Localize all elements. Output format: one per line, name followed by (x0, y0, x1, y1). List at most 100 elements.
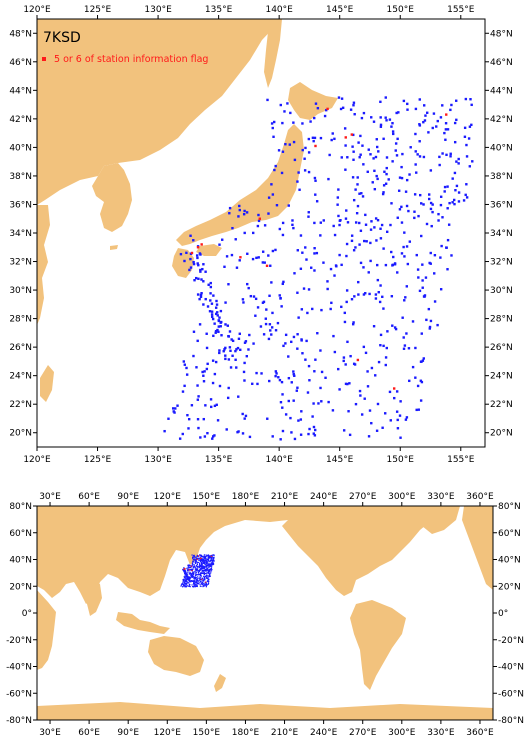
station-marker (364, 351, 368, 355)
station-marker (207, 572, 210, 574)
regional-stations (163, 96, 474, 441)
station-marker (418, 155, 422, 158)
station-marker (210, 310, 214, 313)
station-marker (189, 586, 191, 588)
station-marker (185, 580, 188, 582)
station-marker (359, 153, 362, 156)
station-marker (214, 360, 218, 364)
station-marker (384, 363, 387, 367)
station-marker (200, 561, 202, 563)
station-marker (352, 150, 355, 153)
station-marker (448, 201, 451, 205)
station-marker (203, 563, 206, 565)
station-marker (352, 101, 356, 104)
station-marker (181, 390, 185, 393)
station-marker (199, 436, 202, 439)
station-marker (201, 582, 204, 584)
station-marker (422, 120, 425, 124)
station-marker (428, 325, 432, 329)
station-marker (366, 170, 369, 173)
station-marker (316, 332, 319, 335)
station-marker (238, 208, 241, 212)
station-marker (197, 558, 199, 560)
station-marker (194, 562, 197, 565)
station-marker (212, 554, 215, 556)
station-marker (429, 319, 433, 323)
station-marker (304, 358, 307, 361)
station-marker (199, 562, 201, 565)
station-marker (278, 378, 282, 382)
station-marker (207, 575, 209, 577)
station-marker (195, 569, 197, 571)
land-asia-mainland (37, 19, 282, 205)
station-marker (224, 301, 227, 304)
station-marker (235, 348, 238, 351)
station-marker (252, 295, 256, 298)
station-marker (195, 366, 198, 369)
station-marker (195, 567, 197, 569)
station-marker (181, 432, 184, 436)
station-marker (307, 288, 311, 291)
station-marker (182, 580, 185, 582)
station-marker (414, 376, 417, 379)
station-marker (324, 376, 327, 380)
station-marker (362, 345, 366, 349)
station-marker (308, 427, 311, 431)
station-marker (311, 136, 315, 139)
station-marker (290, 381, 293, 384)
legend-label: 5 or 6 of station information flag (54, 54, 208, 65)
station-marker (196, 562, 198, 564)
station-marker (358, 192, 361, 195)
station-marker (245, 211, 249, 214)
station-marker (464, 193, 467, 197)
station-marker (275, 372, 278, 375)
station-marker (195, 254, 199, 257)
station-marker (196, 570, 198, 572)
station-marker (389, 223, 392, 227)
station-marker (236, 346, 240, 350)
station-marker (392, 132, 395, 136)
station-marker (465, 183, 468, 186)
station-marker (229, 366, 233, 369)
station-marker (390, 202, 393, 205)
station-marker (193, 585, 195, 587)
station-marker (198, 558, 200, 560)
station-marker (337, 367, 340, 371)
station-marker (357, 141, 360, 144)
station-marker (199, 585, 201, 587)
station-marker (385, 119, 388, 122)
world-lat-label-right: 0° (498, 609, 508, 619)
station-marker (189, 266, 193, 269)
station-marker (199, 558, 202, 560)
station-marker (379, 125, 383, 128)
station-marker (207, 580, 210, 582)
station-marker (396, 271, 399, 274)
station-marker (183, 259, 186, 263)
station-marker (335, 265, 338, 268)
station-marker (243, 417, 246, 420)
station-marker (450, 103, 453, 107)
station-marker (374, 155, 378, 159)
station-marker (214, 331, 217, 334)
station-marker (204, 561, 206, 563)
station-marker (191, 574, 193, 577)
station-marker (394, 149, 397, 152)
station-marker (279, 438, 282, 441)
station-marker (281, 429, 285, 433)
station-marker (192, 239, 195, 242)
station-marker (182, 360, 186, 363)
station-marker (202, 380, 206, 383)
station-marker (454, 189, 457, 192)
station-marker (193, 582, 195, 584)
station-marker (199, 569, 202, 571)
station-marker (267, 254, 270, 257)
station-marker (176, 404, 179, 407)
station-marker (186, 413, 189, 417)
station-marker (345, 242, 349, 246)
station-marker (205, 575, 207, 578)
station-marker (208, 576, 210, 578)
world-lon-label-bottom: 90°E (117, 728, 139, 738)
regional-lon-label-top: 135°E (205, 5, 233, 15)
station-marker (270, 281, 273, 284)
station-marker (296, 386, 299, 389)
